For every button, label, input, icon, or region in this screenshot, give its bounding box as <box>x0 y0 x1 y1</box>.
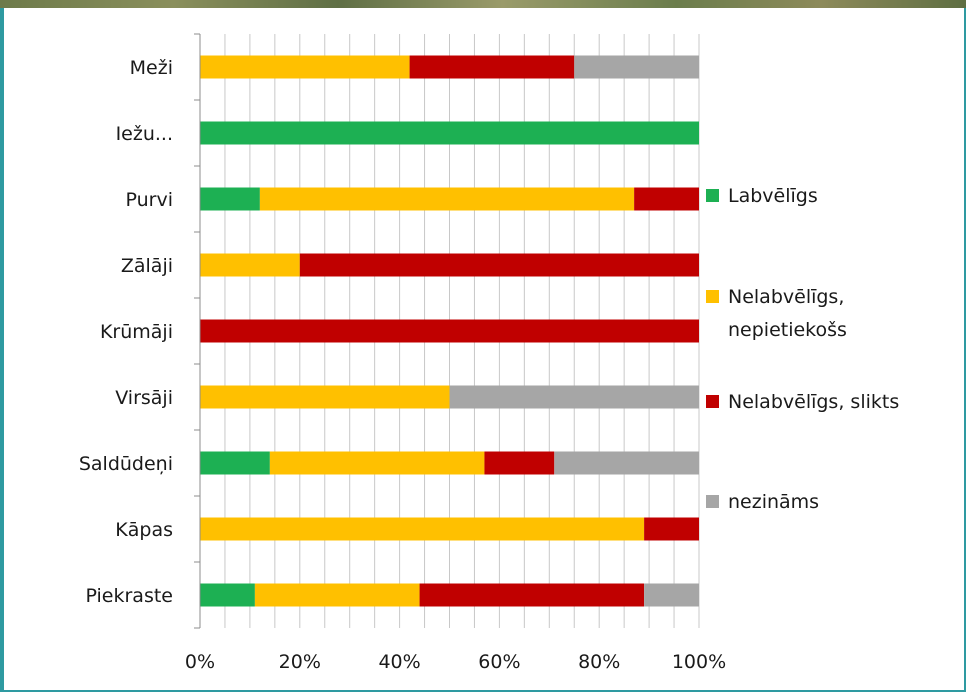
bar-nezinams-virsaji <box>449 385 699 409</box>
x-tick-labels: 0% 20% 40% 60% 80% 100% <box>185 651 726 673</box>
legend-swatch <box>706 495 719 508</box>
x-tick-label: 100% <box>672 651 726 673</box>
bar-nelabveligs-slikts-purvi <box>634 187 699 211</box>
legend-item-nezinams: nezināms <box>706 491 819 513</box>
x-tick-label: 80% <box>578 651 620 673</box>
bar-labveligs-piekraste <box>200 583 255 607</box>
bars <box>200 55 699 607</box>
bar-labveligs-saldudeni <box>200 451 270 475</box>
bar-nelabveligs-slikts-zalaji <box>299 253 699 277</box>
category-labels: Meži Iežu... Purvi Zālāji Krūmāji Virsāji Sald… <box>79 57 173 607</box>
x-tick-label: 40% <box>378 651 420 673</box>
legend-label: Nelabvēlīgs, nepietiekošs <box>728 286 847 341</box>
legend-item-labveligs: Labvēlīgs <box>706 185 818 207</box>
bar-nelabveligs-nepietiekoss-saldudeni <box>269 451 485 475</box>
category-label: Kāpas <box>115 519 173 541</box>
legend-item-nelabveligs-nepietiekoss: Nelabvēlīgs, nepietiekošs <box>706 286 847 341</box>
bar-nelabveligs-nepietiekoss-purvi <box>259 187 635 211</box>
category-label: Krūmāji <box>100 321 173 343</box>
bar-labveligs-purvi <box>200 187 260 211</box>
x-tick-label: 20% <box>279 651 321 673</box>
bar-nelabveligs-slikts-kapas <box>644 517 699 541</box>
bar-nelabveligs-slikts-krumaji <box>200 319 699 343</box>
legend-label: nezināms <box>728 491 819 513</box>
chart-panel: Meži Iežu... Purvi Zālāji Krūmāji Virsāji Sald… <box>4 8 964 690</box>
legend-item-nelabveligs-slikts: Nelabvēlīgs, slikts <box>706 391 899 413</box>
category-label: Purvi <box>126 189 174 211</box>
category-label: Meži <box>130 57 173 79</box>
stacked-bar-chart: Meži Iežu... Purvi Zālāji Krūmāji Virsāji Sald… <box>79 33 899 673</box>
bar-nelabveligs-nepietiekoss-piekraste <box>254 583 420 607</box>
bar-nelabveligs-nepietiekoss-zalaji <box>200 253 300 277</box>
x-tick-label: 0% <box>185 651 215 673</box>
category-label: Piekraste <box>85 585 173 607</box>
axes <box>194 33 201 629</box>
bar-nelabveligs-slikts-piekraste <box>419 583 645 607</box>
category-label: Virsāji <box>115 387 173 409</box>
bar-nelabveligs-nepietiekoss-kapas <box>200 517 645 541</box>
category-label: Zālāji <box>121 255 173 277</box>
legend-swatch <box>706 395 719 408</box>
legend-label: Labvēlīgs <box>728 185 818 207</box>
category-label: Saldūdeņi <box>79 453 173 475</box>
bar-nelabveligs-slikts-mezi <box>409 55 575 79</box>
legend-swatch <box>706 189 719 202</box>
legend-swatch <box>706 290 719 303</box>
background-photo-strip <box>0 0 966 8</box>
bar-nezinams-piekraste <box>644 583 699 607</box>
bar-nelabveligs-slikts-saldudeni <box>484 451 555 475</box>
bar-nezinams-saldudeni <box>554 451 699 475</box>
bar-nezinams-mezi <box>574 55 699 79</box>
bar-nelabveligs-nepietiekoss-virsaji <box>200 385 450 409</box>
category-label: Iežu... <box>116 123 173 145</box>
legend-label: Nelabvēlīgs, slikts <box>728 391 899 413</box>
bar-nelabveligs-nepietiekoss-mezi <box>200 55 410 79</box>
x-tick-label: 60% <box>478 651 520 673</box>
legend: Labvēlīgs Nelabvēlīgs, nepietiekošs Nelabvē… <box>706 185 899 513</box>
bar-labveligs-iezu <box>200 121 699 145</box>
